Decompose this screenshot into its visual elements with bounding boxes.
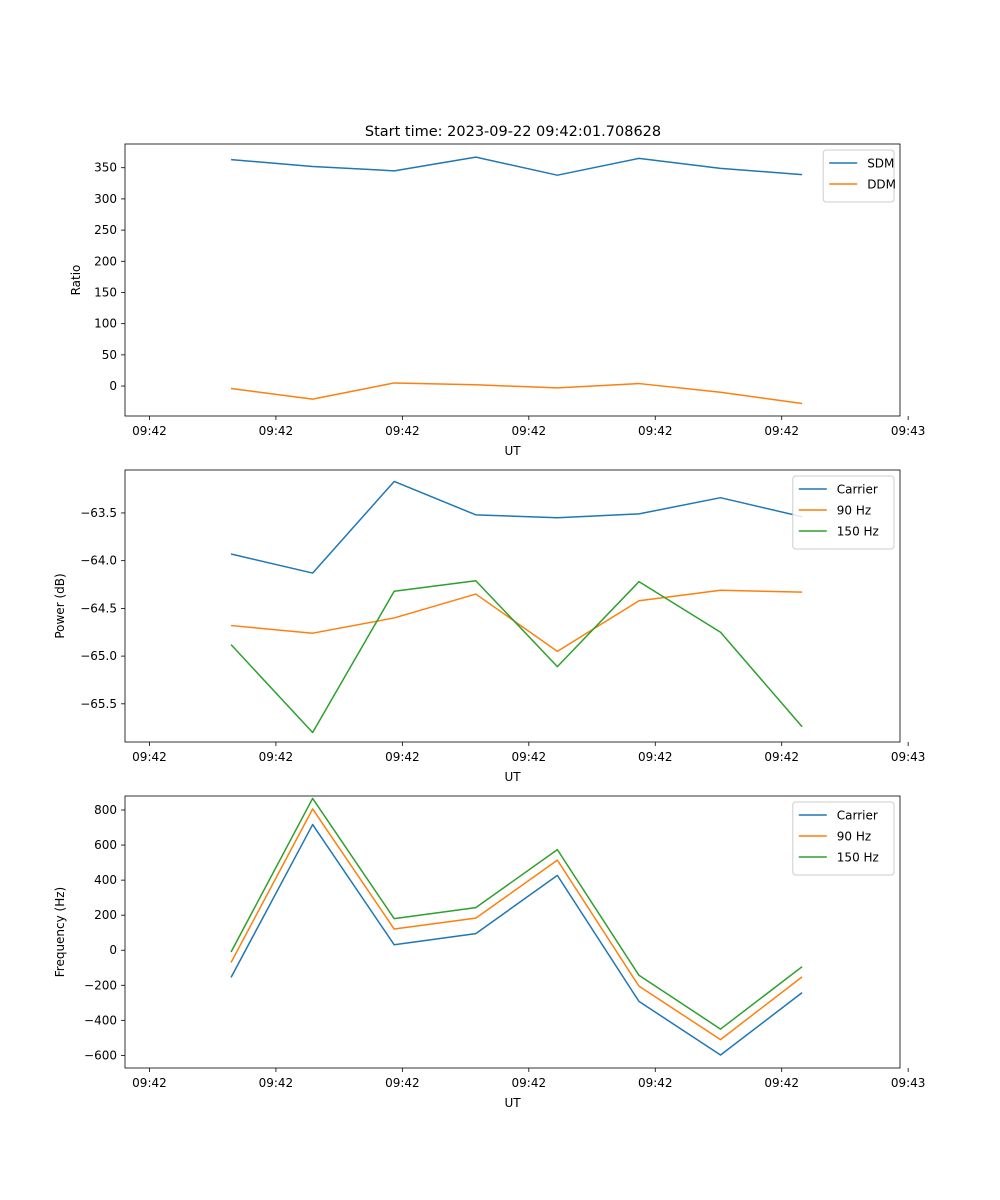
- legend-label: Carrier: [837, 483, 878, 497]
- x-tick-label: 09:43: [891, 1076, 926, 1090]
- y-tick-label: −65.0: [80, 649, 117, 663]
- legend-label: 150 Hz: [837, 525, 879, 539]
- y-tick-label: −63.5: [80, 506, 117, 520]
- y-tick-label: 50: [102, 348, 117, 362]
- y-tick-label: 0: [109, 943, 117, 957]
- legend: SDM DDM: [822, 149, 896, 203]
- y-tick-label: 200: [94, 908, 117, 922]
- x-axis-label: UT: [504, 444, 521, 458]
- series-line-150-hz: [230, 579, 803, 734]
- x-tick-label: 09:42: [132, 424, 167, 438]
- y-tick-label: 600: [94, 838, 117, 852]
- y-tick-label: −64.5: [80, 601, 117, 615]
- subplot-2: 09:42 09:42 09:42 09:42 09:42 09:42 09:43 −65.5…: [53, 469, 926, 784]
- x-tick-label: 09:42: [638, 1076, 673, 1090]
- legend-label: 90 Hz: [837, 830, 871, 844]
- y-tick-label: 800: [94, 803, 117, 817]
- x-tick-label: 09:42: [385, 424, 420, 438]
- y-tick-label: 150: [94, 285, 117, 299]
- subplot-3: 09:42 09:42 09:42 09:42 09:42 09:42 09:43 −600 −…: [53, 795, 926, 1110]
- x-axis-label: UT: [504, 1096, 521, 1110]
- figure-title: Start time: 2023-09-22 09:42:01.708628: [365, 124, 661, 140]
- axes-frame: [124, 469, 901, 743]
- x-tick-label: 09:42: [764, 750, 799, 764]
- y-tick-label: 0: [109, 379, 117, 393]
- x-tick-label: 09:42: [764, 1076, 799, 1090]
- y-tick-label: −400: [84, 1013, 117, 1027]
- x-tick-label: 09:43: [891, 424, 926, 438]
- legend-label: 90 Hz: [837, 504, 871, 518]
- legend-label: 150 Hz: [837, 851, 879, 865]
- y-axis-label: Power (dB): [53, 573, 67, 638]
- y-tick-label: 400: [94, 873, 117, 887]
- legend: Carrier 90 Hz 150 Hz: [792, 801, 895, 876]
- legend-label: Carrier: [837, 809, 878, 823]
- legend-label: SDM: [867, 157, 894, 171]
- y-tick-label: 200: [94, 254, 117, 268]
- series-line-sdm: [230, 156, 803, 176]
- y-axis-label: Frequency (Hz): [53, 887, 67, 978]
- y-tick-label: −64.0: [80, 554, 117, 568]
- x-tick-label: 09:42: [385, 1076, 420, 1090]
- x-tick-label: 09:43: [891, 750, 926, 764]
- x-tick-label: 09:42: [512, 1076, 547, 1090]
- series-line-90-hz: [230, 808, 803, 1041]
- x-tick-label: 09:42: [259, 750, 294, 764]
- y-tick-label: −600: [84, 1048, 117, 1062]
- x-tick-label: 09:42: [385, 750, 420, 764]
- x-tick-label: 09:42: [259, 1076, 294, 1090]
- x-tick-label: 09:42: [512, 750, 547, 764]
- subplot-1: 09:42 09:42 09:42 09:42 09:42 09:42 09:43 0 50 10…: [69, 143, 926, 458]
- series-line-150-hz: [230, 797, 803, 1030]
- series-line-carrier: [230, 480, 803, 574]
- x-axis-label: UT: [504, 770, 521, 784]
- x-tick-label: 09:42: [259, 424, 294, 438]
- series-line-ddm: [230, 382, 803, 405]
- x-tick-label: 09:42: [638, 750, 673, 764]
- y-tick-label: 300: [94, 192, 117, 206]
- x-tick-label: 09:42: [512, 424, 547, 438]
- legend-label: DDM: [867, 178, 896, 192]
- x-tick-label: 09:42: [132, 750, 167, 764]
- x-tick-label: 09:42: [764, 424, 799, 438]
- y-tick-label: 350: [94, 161, 117, 175]
- y-axis-label: Ratio: [69, 265, 83, 296]
- y-tick-label: −65.5: [80, 697, 117, 711]
- axes-frame: [124, 795, 901, 1069]
- x-tick-label: 09:42: [638, 424, 673, 438]
- x-tick-label: 09:42: [132, 1076, 167, 1090]
- y-tick-label: −200: [84, 978, 117, 992]
- axes-frame: [124, 143, 901, 417]
- y-tick-label: 250: [94, 223, 117, 237]
- subplots: 09:42 09:42 09:42 09:42 09:42 09:42 09:43 0 50 10…: [53, 143, 926, 1110]
- legend: Carrier 90 Hz 150 Hz: [792, 475, 895, 550]
- y-tick-label: 100: [94, 317, 117, 331]
- series-line-carrier: [230, 823, 803, 1056]
